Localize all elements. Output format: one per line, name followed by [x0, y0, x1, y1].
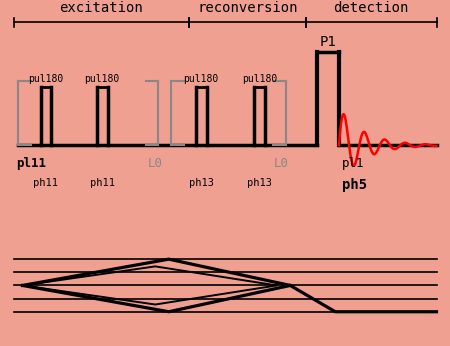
- Text: P1: P1: [320, 35, 337, 49]
- Text: pul180: pul180: [242, 74, 277, 84]
- Text: pul180: pul180: [28, 74, 63, 84]
- Text: pl11: pl11: [16, 157, 46, 171]
- Text: excitation: excitation: [59, 1, 143, 15]
- Text: L0: L0: [148, 157, 163, 171]
- Text: ph13: ph13: [189, 178, 214, 188]
- Text: ph11: ph11: [33, 178, 58, 188]
- Text: ph11: ph11: [90, 178, 115, 188]
- Text: ph13: ph13: [247, 178, 272, 188]
- Text: reconversion: reconversion: [197, 1, 298, 15]
- Text: detection: detection: [333, 1, 409, 15]
- Text: pul180: pul180: [85, 74, 120, 84]
- Text: pul180: pul180: [184, 74, 219, 84]
- Text: L0: L0: [273, 157, 288, 171]
- Text: ph5: ph5: [342, 178, 367, 192]
- Text: pl1: pl1: [342, 157, 364, 171]
